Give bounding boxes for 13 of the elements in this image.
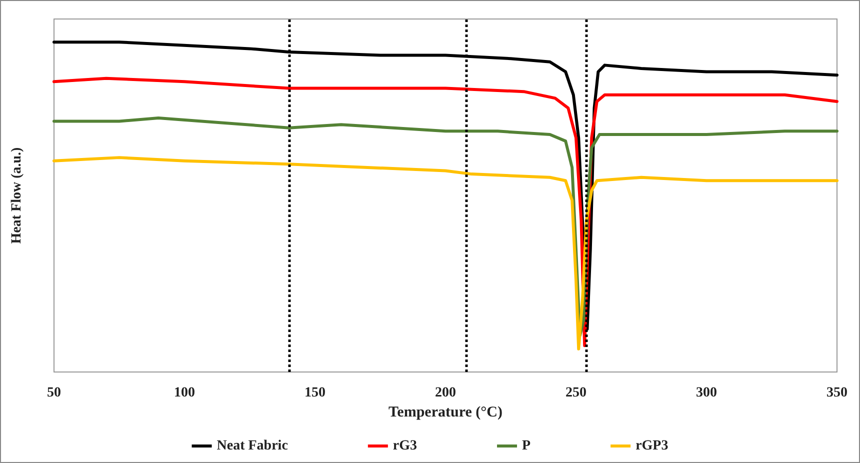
- x-axis-title: Temperature (°C): [388, 404, 502, 420]
- x-tick-label: 200: [435, 386, 456, 400]
- y-axis-title: Heat Flow (a.u.): [10, 146, 24, 244]
- legend-label: Neat Fabric: [216, 438, 288, 454]
- x-tick-label: 50: [47, 386, 61, 400]
- x-tick-label: 100: [174, 386, 195, 400]
- x-tick-label: 150: [304, 386, 326, 400]
- x-tick-label: 250: [566, 386, 586, 400]
- x-tick-label: 350: [826, 386, 848, 400]
- x-tick-label: 300: [696, 386, 717, 400]
- legend-label: rGP3: [636, 438, 668, 454]
- legend-label: rG3: [392, 438, 418, 454]
- legend-label: P: [522, 438, 532, 454]
